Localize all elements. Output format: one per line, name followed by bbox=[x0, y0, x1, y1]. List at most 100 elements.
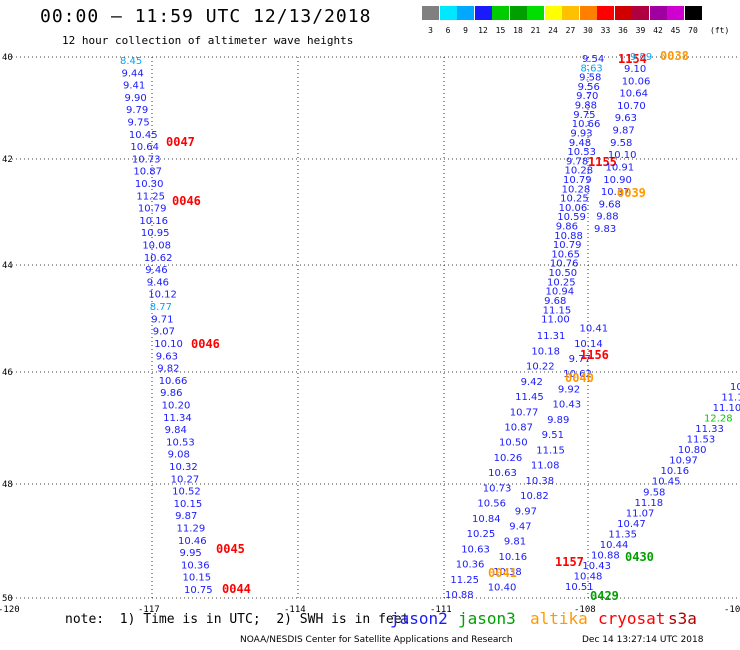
scale-label: 27 bbox=[565, 26, 576, 35]
wave-height-value: 9.46 bbox=[147, 277, 169, 288]
wave-height-value: 10.25 bbox=[560, 194, 589, 205]
wave-height-value: 10.75 bbox=[184, 585, 213, 596]
latitude-label: 42 bbox=[2, 155, 13, 165]
scale-label: 12 bbox=[478, 26, 488, 35]
pass-time-label: 0038 bbox=[660, 49, 689, 63]
wave-height-value: 10.77 bbox=[510, 407, 539, 418]
longitude-label: -114 bbox=[284, 605, 306, 615]
scale-label: 24 bbox=[548, 26, 558, 35]
wave-height-value: 9.77 bbox=[569, 354, 591, 365]
wave-height-value: 10.51 bbox=[565, 582, 594, 593]
wave-height-value: 10.64 bbox=[130, 142, 159, 153]
wave-height-value: 10.30 bbox=[135, 179, 164, 190]
scale-swatch bbox=[492, 6, 509, 20]
wave-height-value: 10.66 bbox=[572, 119, 601, 130]
wave-height-value: 10.25 bbox=[547, 277, 576, 288]
wave-height-value: 10.15 bbox=[183, 573, 212, 584]
scale-swatch bbox=[632, 6, 649, 20]
scale-label: 9 bbox=[463, 26, 468, 35]
wave-height-value: 9.54 bbox=[582, 54, 604, 65]
wave-height-value: 9.75 bbox=[127, 118, 149, 129]
wave-height-value: 11.15 bbox=[536, 445, 565, 456]
scale-label: 30 bbox=[583, 26, 593, 35]
scale-swatch bbox=[457, 6, 474, 20]
wave-height-value: 10.53 bbox=[567, 147, 596, 158]
wave-height-value: 10.79 bbox=[138, 204, 167, 215]
wave-height-value: 11.10 bbox=[713, 403, 740, 414]
wave-height-value: 9.56 bbox=[578, 82, 600, 93]
scale-label: 42 bbox=[653, 26, 663, 35]
wave-height-value: 9.59 bbox=[630, 52, 652, 63]
scale-swatch bbox=[544, 6, 562, 20]
pass-time-label: 0044 bbox=[222, 582, 251, 596]
wave-height-value: 11.00 bbox=[541, 315, 570, 326]
wave-height-value: 9.46 bbox=[145, 265, 167, 276]
wave-height-value: 9.90 bbox=[124, 93, 146, 104]
wave-height-value: 8.45 bbox=[120, 56, 142, 67]
wave-height-value: 9.10 bbox=[624, 64, 646, 75]
wave-height-value: 10.25 bbox=[467, 529, 496, 540]
latitude-label: 46 bbox=[2, 368, 13, 378]
wave-height-value: 10.82 bbox=[520, 491, 549, 502]
pass-time-label: 0429 bbox=[590, 589, 619, 603]
latitude-label: 50 bbox=[2, 594, 13, 604]
wave-height-value: 9.88 bbox=[575, 101, 597, 112]
scale-swatch bbox=[667, 6, 684, 20]
wave-height-value: 10.62 bbox=[144, 253, 173, 264]
scale-label: 21 bbox=[530, 26, 541, 35]
wave-height-value: 11.25 bbox=[136, 191, 165, 202]
wave-height-value: 10.26 bbox=[494, 453, 523, 464]
wave-height-value: 10. bbox=[730, 382, 740, 393]
wave-height-value: 10.37 bbox=[601, 187, 630, 198]
wave-height-value: 10.88 bbox=[591, 550, 620, 561]
scale-label: 15 bbox=[495, 26, 506, 35]
wave-height-value: 9.51 bbox=[542, 430, 564, 441]
wave-height-value: 8.63 bbox=[581, 63, 603, 74]
wave-height-value: 11.35 bbox=[608, 529, 637, 540]
wave-height-value: 9.86 bbox=[556, 222, 578, 233]
wave-height-value: 10.43 bbox=[582, 561, 611, 572]
scale-swatch bbox=[509, 6, 527, 20]
wave-height-value: 9.08 bbox=[168, 450, 190, 461]
wave-height-value: 10.59 bbox=[557, 212, 586, 223]
wave-height-value: 10.06 bbox=[622, 76, 651, 87]
wave-height-value: 10.66 bbox=[159, 376, 188, 387]
pass-time-label: 0430 bbox=[625, 550, 654, 564]
wave-height-value: 10.38 bbox=[493, 567, 522, 578]
wave-height-value: 10.84 bbox=[472, 514, 501, 525]
wave-height-value: 11.34 bbox=[163, 413, 192, 424]
wave-height-value: 9.82 bbox=[157, 364, 179, 375]
map-subtitle: 12 hour collection of altimeter wave hei… bbox=[62, 34, 354, 47]
wave-height-value: 9.07 bbox=[153, 327, 175, 338]
scale-swatch bbox=[614, 6, 632, 20]
generated-timestamp: Dec 14 13:27:14 UTC 2018 bbox=[582, 635, 704, 645]
pass-time-label: 0039 bbox=[617, 186, 646, 200]
wave-height-value: 10.63 bbox=[461, 544, 490, 555]
pass-time-label: 1157 bbox=[555, 555, 584, 569]
wave-height-value: 10.91 bbox=[606, 162, 635, 173]
wave-height-value: 10.88 bbox=[445, 590, 474, 601]
wave-height-value: 9.63 bbox=[615, 113, 637, 124]
wave-height-value: 10.76 bbox=[550, 259, 579, 270]
wave-height-value: 10.46 bbox=[178, 536, 207, 547]
legend-s3a: s3a bbox=[668, 609, 697, 628]
wave-height-value: 12.28 bbox=[704, 414, 733, 425]
wave-height-value: 10.20 bbox=[162, 400, 191, 411]
wave-height-value: 10.47 bbox=[617, 519, 646, 530]
wave-height-value: 10.36 bbox=[181, 560, 210, 571]
wave-height-value: 10.16 bbox=[498, 552, 527, 563]
wave-height-value: 10.73 bbox=[483, 483, 512, 494]
wave-height-value: 10.45 bbox=[652, 477, 681, 488]
legend-altika: altika bbox=[530, 609, 588, 628]
legend-jason2: jason2 bbox=[390, 609, 448, 628]
wave-height-value: 10.28 bbox=[562, 184, 591, 195]
legend-cryosat: cryosat bbox=[598, 609, 666, 628]
pass-time-label: 1155 bbox=[588, 155, 617, 169]
wave-height-value: 9.75 bbox=[573, 110, 595, 121]
wave-height-value: 10.15 bbox=[174, 499, 203, 510]
scale-swatch bbox=[597, 6, 614, 20]
wave-height-value: 10.65 bbox=[551, 249, 580, 260]
wave-height-value: 10.95 bbox=[141, 228, 170, 239]
wave-height-value: 9.71 bbox=[151, 314, 173, 325]
pass-time-label: 1156 bbox=[580, 348, 609, 362]
